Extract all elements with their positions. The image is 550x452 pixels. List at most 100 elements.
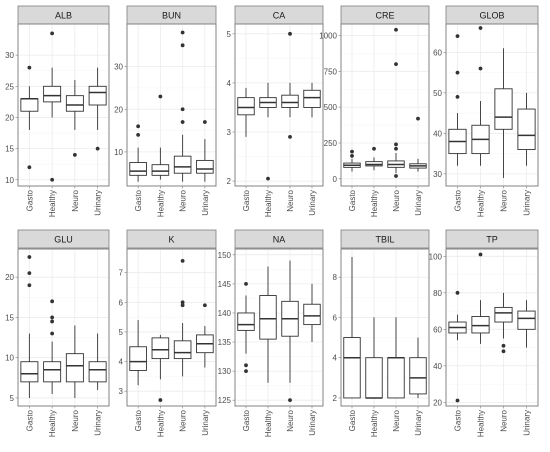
outlier-point — [27, 65, 32, 70]
outlier-point — [136, 124, 141, 129]
outlier-point — [394, 174, 398, 178]
outlier-point — [202, 303, 207, 308]
box-na-neuro — [281, 260, 299, 403]
iqr-box — [20, 98, 39, 112]
outlier-point — [158, 94, 163, 99]
panel-title-bun: BUN — [162, 11, 181, 21]
iqr-box — [494, 88, 513, 130]
iqr-box — [494, 306, 513, 323]
y-tick-label: 2 — [227, 177, 232, 186]
y-tick-label: 4 — [119, 358, 124, 367]
iqr-box — [409, 357, 427, 395]
outlier-point — [266, 176, 270, 181]
x-tick-label-neuro: Neuro — [500, 189, 509, 211]
iqr-box — [196, 159, 214, 174]
x-tick-label-neuro: Neuro — [500, 409, 509, 431]
y-tick-label: 30 — [114, 63, 123, 72]
iqr-box — [303, 89, 321, 108]
iqr-box — [43, 85, 62, 103]
y-tick-label: 0 — [333, 175, 338, 184]
x-tick-label-healthy: Healthy — [370, 410, 379, 437]
x-tick-label-urinary: Urinary — [414, 410, 423, 436]
box-cre-neuro — [387, 27, 405, 178]
y-tick-label: 750 — [324, 67, 338, 76]
iqr-box — [303, 303, 321, 326]
iqr-box — [151, 164, 170, 176]
box-alb-healthy — [43, 31, 62, 182]
outlier-point — [27, 283, 32, 288]
panel-glob: GLOB 30 40 50 60 Gasto Healthy Neuro Urinary — [433, 5, 539, 217]
box-tp-healthy — [471, 252, 490, 344]
x-tick-label-neuro: Neuro — [392, 409, 401, 431]
panel-title-ca: CA — [273, 11, 286, 21]
panel-border — [234, 248, 324, 407]
outlier-point — [50, 31, 55, 36]
y-tick-label: 15 — [5, 313, 14, 322]
x-tick-label-healthy: Healthy — [48, 190, 57, 217]
strip-glu — [17, 229, 110, 249]
outlier-point — [95, 146, 100, 151]
iqr-box — [237, 97, 255, 116]
y-tick-label: 20 — [433, 398, 442, 407]
outlier-point — [416, 116, 420, 121]
iqr-box — [259, 295, 277, 340]
x-tick-label-gasto: Gasto — [242, 409, 251, 431]
box-bun-urinary — [196, 120, 214, 182]
iqr-box — [237, 312, 255, 331]
box-k-gasto — [129, 320, 147, 386]
box-tbil-gasto — [343, 257, 361, 399]
iqr-box — [387, 357, 405, 399]
outlier-point — [50, 315, 55, 320]
x-tick-label-gasto: Gasto — [348, 409, 357, 431]
x-tick-label-gasto: Gasto — [348, 189, 357, 211]
box-k-neuro — [173, 258, 192, 377]
box-tp-neuro — [494, 292, 513, 354]
y-tick-label: 10 — [114, 148, 123, 157]
y-tick-label: 3 — [227, 128, 232, 137]
outlier-point — [455, 95, 460, 99]
box-glu-healthy — [43, 299, 62, 394]
outlier-point — [455, 70, 460, 75]
x-tick-label-urinary: Urinary — [201, 410, 210, 436]
outlier-point — [288, 398, 292, 403]
y-tick-label: 1000 — [319, 31, 337, 40]
iqr-box — [343, 337, 361, 399]
y-tick-label: 7 — [119, 269, 124, 278]
strip-tbil — [340, 229, 430, 249]
x-tick-label-gasto: Gasto — [134, 409, 143, 431]
box-glu-neuro — [65, 325, 84, 398]
y-tick-label: 250 — [324, 139, 338, 148]
x-tick-label-gasto: Gasto — [134, 189, 143, 211]
x-tick-label-neuro: Neuro — [392, 189, 401, 211]
x-tick-label-urinary: Urinary — [308, 410, 317, 436]
x-tick-label-healthy: Healthy — [156, 190, 165, 217]
y-tick-label: 125 — [218, 396, 232, 405]
y-tick-label: 6 — [119, 298, 124, 307]
y-tick-label: 130 — [218, 367, 232, 376]
panel-border — [17, 248, 110, 407]
x-tick-label-urinary: Urinary — [94, 410, 103, 436]
outlier-point — [202, 120, 207, 124]
iqr-box — [517, 108, 536, 151]
plot-area-k — [126, 248, 217, 407]
iqr-box — [173, 155, 192, 174]
y-tick-label: 40 — [433, 362, 442, 371]
outlier-point — [158, 398, 163, 402]
box-glob-urinary — [517, 92, 536, 166]
plot-area-bun — [126, 23, 217, 187]
iqr-box — [65, 95, 84, 112]
outlier-point — [394, 142, 398, 147]
x-tick-label-urinary: Urinary — [414, 190, 423, 216]
outlier-point — [180, 300, 185, 305]
panel-k: K 3 4 5 6 7 Gasto Healthy Neuro Urinary — [119, 229, 217, 437]
outlier-point — [50, 177, 55, 182]
outlier-point — [455, 398, 460, 403]
iqr-box — [43, 361, 62, 383]
outlier-point — [180, 43, 185, 48]
iqr-box — [365, 357, 383, 399]
outlier-point — [350, 153, 354, 158]
x-tick-label-neuro: Neuro — [286, 409, 295, 431]
box-glob-gasto — [448, 34, 467, 166]
panel-border — [340, 248, 430, 407]
